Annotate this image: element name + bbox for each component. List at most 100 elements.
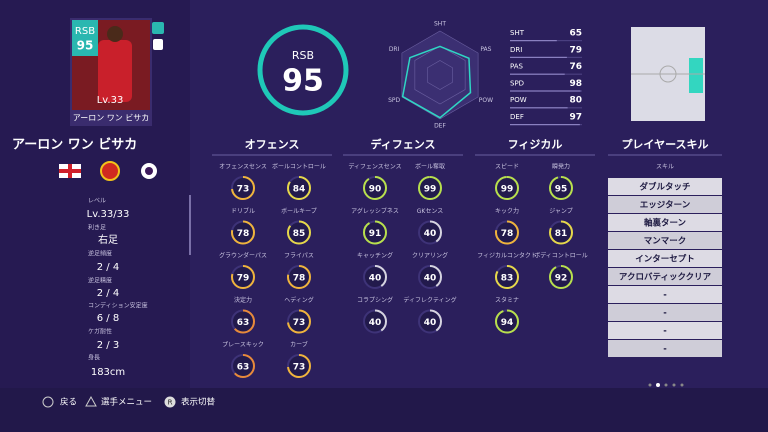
radar-grid xyxy=(414,45,466,105)
button-r[interactable] xyxy=(164,396,176,408)
position-highlight xyxy=(689,58,703,93)
radar-label: SPD xyxy=(388,97,400,104)
stat-value: 97 xyxy=(569,113,582,123)
player-card xyxy=(70,18,164,126)
ability-ring xyxy=(363,176,387,200)
league-logo-inner xyxy=(145,167,153,175)
skill-row[interactable] xyxy=(608,304,722,321)
page-dots xyxy=(648,383,684,387)
player-figure xyxy=(98,40,132,102)
ability-ring xyxy=(363,265,387,289)
radar-label: PAS xyxy=(480,46,491,53)
position-map xyxy=(631,27,705,121)
ability-label: ボールキープ xyxy=(281,207,317,215)
skill-name: - xyxy=(663,327,667,337)
player-head xyxy=(107,26,123,42)
info-label: レベル xyxy=(88,198,106,205)
info-value: Lv.33/33 xyxy=(87,209,130,220)
skill-row[interactable] xyxy=(608,322,722,339)
button-circle[interactable] xyxy=(42,396,54,408)
section-title: フィジカル xyxy=(508,138,563,151)
skill-name: 軸裏ターン xyxy=(644,218,687,229)
skill-name: エッジターン xyxy=(640,200,691,211)
ability-ring xyxy=(495,309,519,334)
ability-value: 91 xyxy=(369,229,382,239)
page-dot[interactable] xyxy=(680,383,684,387)
page-dot[interactable] xyxy=(664,383,668,387)
footer-label[interactable]: 選手メニュー xyxy=(101,397,152,408)
scrollbar xyxy=(189,195,191,255)
skill-row[interactable] xyxy=(608,340,722,357)
ability-value: 78 xyxy=(237,229,250,239)
skill-name: ダブルタッチ xyxy=(639,182,690,193)
ability-label: ジャンプ xyxy=(549,208,573,215)
radar-label: SHT xyxy=(434,21,446,28)
stat-bar xyxy=(510,40,557,42)
skill-row[interactable] xyxy=(608,214,722,231)
ability-ring xyxy=(287,354,311,378)
skill-name: インターセプト xyxy=(635,254,695,265)
ability-label: GKセンス xyxy=(417,208,443,215)
ability-value: 99 xyxy=(424,185,437,195)
ability-value: 79 xyxy=(237,274,250,284)
ability-value: 63 xyxy=(237,318,250,328)
ability-ring xyxy=(418,176,442,200)
overall-rating: 95 xyxy=(282,64,324,99)
ability-label: カーブ xyxy=(290,341,308,349)
skill-row[interactable] xyxy=(608,232,722,249)
ability-label: 決定力 xyxy=(234,296,252,304)
card-badge xyxy=(72,20,98,56)
skill-row[interactable] xyxy=(608,268,722,285)
lock-icon[interactable] xyxy=(153,39,163,50)
radar-grid xyxy=(427,60,453,90)
footer-bar xyxy=(0,388,768,432)
section-title: ディフェンス xyxy=(370,137,435,151)
page-dot[interactable] xyxy=(648,383,652,387)
skill-row[interactable] xyxy=(608,196,722,213)
footer-label[interactable]: 戻る xyxy=(60,397,77,408)
button-triangle[interactable] xyxy=(85,395,97,407)
info-value: 2 / 4 xyxy=(97,288,119,299)
skills-header: スキル xyxy=(656,164,674,171)
stat-bar xyxy=(510,73,565,75)
footer-label[interactable]: 表示切替 xyxy=(181,397,216,408)
ability-label: スタミナ xyxy=(495,296,519,304)
ability-label: 瞬発力 xyxy=(552,163,570,171)
stat-value: 98 xyxy=(569,79,582,89)
stat-value: 76 xyxy=(569,62,582,72)
pin-icon[interactable] xyxy=(152,22,164,34)
ability-label: キック力 xyxy=(495,207,519,215)
info-label: 身長 xyxy=(88,354,100,362)
ability-value: 99 xyxy=(501,185,514,195)
ability-label: コラプシング xyxy=(357,296,393,304)
ability-label: プレースキック xyxy=(222,342,264,349)
ability-value: 83 xyxy=(501,274,514,284)
skill-row[interactable] xyxy=(608,178,722,195)
ability-value: 73 xyxy=(293,318,306,328)
page-dot[interactable] xyxy=(656,383,660,387)
info-label: 逆足頻度 xyxy=(88,250,112,258)
stat-label: DEF xyxy=(510,113,524,121)
ability-value: 63 xyxy=(237,363,250,373)
skill-row[interactable] xyxy=(608,250,722,267)
ability-value: 40 xyxy=(369,274,382,284)
ability-value: 40 xyxy=(369,318,382,328)
ability-value: 40 xyxy=(424,229,437,239)
card-rating: 95 xyxy=(77,39,94,53)
stat-bar xyxy=(510,107,568,109)
ability-label: フィジカルコンタクト xyxy=(477,252,537,260)
stat-label: POW xyxy=(510,96,527,104)
ability-value: 92 xyxy=(555,274,568,284)
info-value: 2 / 4 xyxy=(97,262,119,273)
skill-name: マンマーク xyxy=(644,236,687,247)
ability-ring xyxy=(287,176,311,200)
stat-label: PAS xyxy=(510,63,524,71)
stat-value: 65 xyxy=(569,29,582,39)
info-label: 逆足精度 xyxy=(88,277,112,285)
ability-label: ディフレクティング xyxy=(403,296,456,304)
info-label: ケガ耐性 xyxy=(88,328,112,336)
skill-row[interactable] xyxy=(608,286,722,303)
ability-value: 40 xyxy=(424,274,437,284)
page-dot[interactable] xyxy=(672,383,676,387)
ability-ring xyxy=(495,220,519,245)
